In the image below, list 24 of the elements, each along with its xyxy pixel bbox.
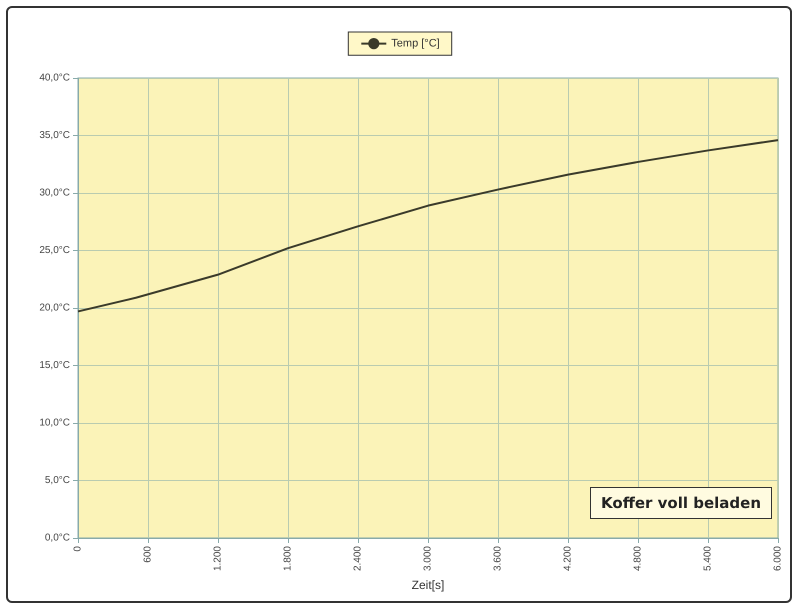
y-tick-label: 30,0°C <box>39 188 70 198</box>
x-tick-label: 4.200 <box>562 546 574 572</box>
x-tick-label: 6.000 <box>772 546 784 572</box>
y-tick-label: 5,0°C <box>44 475 70 486</box>
annotation: Koffer voll beladen <box>590 487 772 519</box>
y-tick-label: 25,0°C <box>39 245 70 256</box>
legend-label: Temp [°C] <box>391 38 440 50</box>
x-tick-label: 2.400 <box>352 546 364 572</box>
y-tick-label: 40,0°C <box>39 72 70 84</box>
x-tick-label: 4.800 <box>632 546 644 572</box>
y-tick-label: 15,0°C <box>39 360 70 371</box>
y-tick-label: 10,0°C <box>39 418 70 428</box>
x-tick-label: 3.000 <box>422 546 434 572</box>
x-tick-label: 600 <box>142 546 154 563</box>
y-tick-label: 35,0°C <box>39 130 70 141</box>
y-tick-label: 20,0°C <box>39 302 70 314</box>
x-tick-label: 0 <box>72 546 84 552</box>
x-tick-label: 1.800 <box>282 546 294 572</box>
x-tick-label: 5.400 <box>702 546 714 572</box>
x-tick-label: 1.200 <box>212 546 224 572</box>
line-series <box>77 139 779 312</box>
x-axis-title: Zeit[s] <box>412 578 444 592</box>
y-tick-label: 0,0°C <box>44 532 70 544</box>
x-tick-label: 3.600 <box>492 546 504 572</box>
